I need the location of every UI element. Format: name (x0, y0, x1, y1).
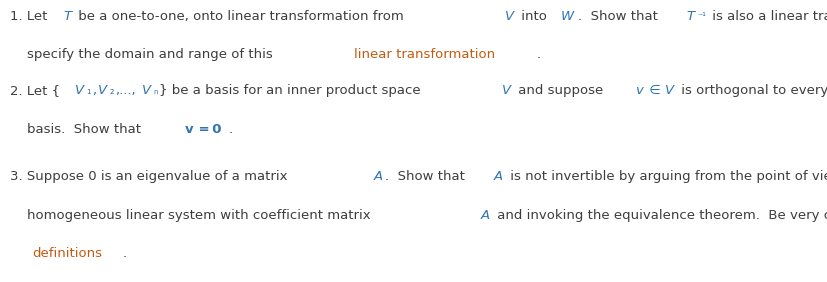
Text: homogeneous linear system with coefficient matrix: homogeneous linear system with coefficie… (10, 209, 375, 222)
Text: and invoking the equivalence theorem.  Be very careful with: and invoking the equivalence theorem. Be… (493, 209, 827, 222)
Text: A: A (374, 171, 383, 184)
Text: V: V (502, 85, 511, 98)
Text: V: V (141, 85, 151, 98)
Text: .  Show that: . Show that (385, 171, 470, 184)
Text: W: W (561, 10, 574, 23)
Text: ⁻¹: ⁻¹ (697, 12, 706, 22)
Text: and suppose: and suppose (514, 85, 608, 98)
Text: definitions: definitions (32, 247, 102, 260)
Text: V: V (505, 10, 514, 23)
Text: .  Show that: . Show that (578, 10, 662, 23)
Text: A: A (480, 209, 490, 222)
Text: is orthogonal to every vector in this: is orthogonal to every vector in this (677, 85, 827, 98)
Text: v: v (184, 123, 193, 136)
Text: A: A (494, 171, 503, 184)
Text: basis.  Show that: basis. Show that (10, 123, 146, 136)
Text: = 0: = 0 (195, 123, 221, 136)
Text: ∈: ∈ (645, 85, 661, 98)
Text: ₁: ₁ (86, 87, 91, 96)
Text: is also a linear transformation and: is also a linear transformation and (709, 10, 827, 23)
Text: .: . (122, 247, 127, 260)
Text: 1. Let: 1. Let (10, 10, 51, 23)
Text: V: V (74, 85, 84, 98)
Text: v: v (635, 85, 643, 98)
Text: is not invertible by arguing from the point of view of the: is not invertible by arguing from the po… (505, 171, 827, 184)
Text: be a one-to-one, onto linear transformation from: be a one-to-one, onto linear transformat… (74, 10, 408, 23)
Text: .: . (228, 123, 232, 136)
Text: 2. Let {: 2. Let { (10, 85, 60, 98)
Text: } be a basis for an inner product space: } be a basis for an inner product space (160, 85, 425, 98)
Text: T: T (64, 10, 72, 23)
Text: V: V (665, 85, 674, 98)
Text: into: into (517, 10, 551, 23)
Text: ₙ: ₙ (154, 87, 158, 96)
Text: ,: , (92, 85, 96, 98)
Text: T: T (686, 10, 695, 23)
Text: specify the domain and range of this: specify the domain and range of this (10, 48, 277, 61)
Text: 3. Suppose 0 is an eigenvalue of a matrix: 3. Suppose 0 is an eigenvalue of a matri… (10, 171, 292, 184)
Text: V: V (98, 85, 107, 98)
Text: linear transformation: linear transformation (355, 48, 495, 61)
Text: ₂: ₂ (109, 87, 114, 96)
Text: .: . (537, 48, 541, 61)
Text: ,...,: ,..., (115, 85, 136, 98)
